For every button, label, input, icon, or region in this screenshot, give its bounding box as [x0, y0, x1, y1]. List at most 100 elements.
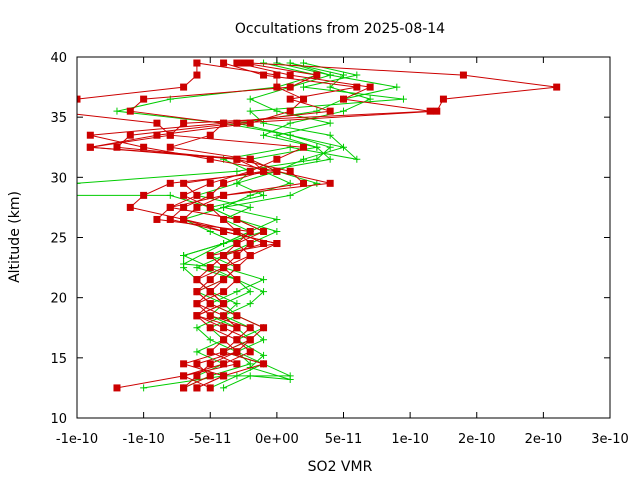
data-point [180, 83, 188, 91]
data-point [286, 107, 294, 115]
data-point [220, 252, 228, 260]
data-point [300, 59, 308, 67]
data-point [260, 351, 268, 359]
data-point [273, 155, 281, 163]
x-tick-label: -1e-10 [56, 432, 98, 447]
data-point [220, 360, 228, 368]
data-point [206, 300, 214, 308]
data-point [300, 155, 308, 163]
data-point [166, 143, 174, 151]
data-point [286, 375, 294, 383]
data-point [206, 336, 214, 344]
x-tick-label: 2e-10 [525, 432, 563, 447]
data-point [140, 143, 148, 151]
data-point [439, 95, 447, 103]
profile-line [115, 62, 557, 389]
x-tick-label: 1e-10 [391, 432, 429, 447]
data-point [246, 155, 254, 163]
x-tick-label: 3e-10 [591, 432, 629, 447]
data-point [180, 119, 188, 127]
data-point [313, 107, 321, 115]
data-point [113, 107, 121, 115]
data-point [206, 384, 214, 392]
data-point [273, 83, 281, 91]
data-point [193, 71, 201, 79]
data-point [326, 179, 334, 187]
data-point [206, 324, 214, 332]
data-point [193, 191, 201, 199]
y-tick-label: 35 [50, 111, 67, 126]
data-point [246, 203, 254, 211]
data-point [260, 71, 268, 79]
data-point [260, 360, 268, 368]
data-point [180, 203, 188, 211]
data-point [220, 179, 228, 187]
data-point [166, 215, 174, 223]
data-point [166, 191, 174, 199]
data-point [220, 300, 228, 308]
data-point [220, 348, 228, 356]
data-point [193, 300, 201, 308]
y-tick-label: 15 [50, 352, 67, 367]
chart-title: Occultations from 2025-08-14 [235, 21, 445, 37]
data-point [220, 215, 228, 223]
data-layer [77, 59, 561, 392]
data-point [220, 372, 228, 380]
data-point [340, 143, 347, 151]
data-point [233, 288, 241, 296]
data-point [399, 95, 407, 103]
data-point [233, 240, 241, 248]
data-point [286, 119, 294, 127]
data-point [220, 312, 228, 320]
x-tick-label: 2e-10 [458, 432, 496, 447]
data-point [220, 288, 228, 296]
y-tick-label: 30 [50, 171, 67, 186]
data-point [260, 276, 268, 284]
data-point [126, 107, 134, 115]
data-point [233, 360, 241, 368]
data-point [246, 107, 254, 115]
data-point [273, 240, 281, 248]
data-point [153, 119, 161, 127]
data-point [326, 83, 334, 91]
data-point [286, 167, 294, 175]
data-point [180, 384, 188, 392]
x-tick-label: -5e-11 [189, 432, 231, 447]
data-point [220, 336, 228, 344]
data-point [233, 155, 241, 163]
data-point [246, 95, 254, 103]
data-point [86, 131, 94, 139]
y-tick-label: 40 [50, 51, 67, 66]
data-point [286, 191, 294, 199]
data-point [86, 143, 94, 151]
data-point [193, 348, 201, 356]
data-point [260, 191, 268, 199]
data-point [180, 252, 188, 260]
data-point [426, 107, 434, 115]
data-point [233, 336, 241, 344]
data-point [286, 131, 294, 139]
data-point [300, 143, 308, 151]
x-tick-label: 5e-11 [325, 432, 363, 447]
data-point [140, 191, 148, 199]
y-axis-label: Altitude (km) [7, 191, 23, 283]
data-point [300, 179, 308, 187]
data-point [353, 83, 361, 91]
data-point [206, 227, 214, 235]
data-point [246, 167, 254, 175]
data-point [233, 179, 241, 187]
series-container [77, 59, 561, 392]
profile-line [129, 62, 357, 389]
data-point [77, 95, 81, 103]
data-point [193, 360, 201, 368]
data-point [340, 107, 347, 115]
data-point [193, 203, 201, 211]
x-axis-label: SO2 VMR [308, 459, 373, 475]
data-point [220, 276, 228, 284]
data-point [233, 372, 241, 380]
data-point [220, 384, 228, 392]
data-point [273, 71, 281, 79]
data-point [206, 264, 214, 272]
data-point [193, 59, 201, 67]
